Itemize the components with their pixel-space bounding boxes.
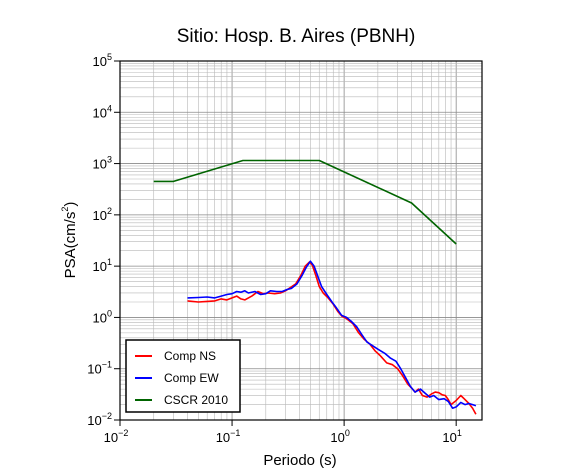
legend: Comp NS Comp EW CSCR 2010 [125, 339, 241, 413]
y-axis-label-exp: 2 [60, 207, 70, 212]
y-axis-label-base: PSA(cm/s [62, 212, 79, 279]
x-tick-label: 10−2 [104, 428, 129, 445]
y-tick-label: 105 [93, 52, 112, 69]
grid-lines [119, 60, 482, 421]
series-group [153, 159, 477, 415]
y-tick-label: 102 [93, 206, 112, 223]
y-tick-label: 100 [93, 308, 112, 325]
y-axis-ticks: 10−2 10−1 100 101 102 103 104 105 [87, 52, 120, 428]
y-tick-label: 101 [93, 257, 112, 274]
y-axis-label: PSA(cm/s2) [60, 202, 79, 279]
chart-title: Sitio: Hosp. B. Aires (PBNH) [177, 26, 416, 47]
y-tick-label: 10−2 [87, 411, 112, 428]
series-line-1 [187, 260, 477, 410]
legend-entry-label: Comp EW [164, 371, 219, 385]
x-axis-label: Periodo (s) [263, 452, 336, 469]
x-tick-label: 101 [442, 428, 461, 445]
plot-frame [119, 60, 483, 421]
legend-entry-label: Comp NS [164, 349, 216, 363]
y-axis-label-close: ) [62, 202, 79, 207]
y-tick-label: 10−1 [87, 360, 112, 377]
y-tick-label: 104 [93, 103, 112, 120]
series-line-2 [153, 159, 457, 245]
y-tick-label: 103 [93, 155, 112, 172]
x-axis-ticks: 10−2 10−1 100 101 [104, 420, 462, 445]
x-tick-label: 100 [330, 428, 349, 445]
series-line-0 [187, 261, 477, 415]
legend-entry-label: CSCR 2010 [164, 393, 228, 407]
x-tick-label: 10−1 [216, 428, 241, 445]
